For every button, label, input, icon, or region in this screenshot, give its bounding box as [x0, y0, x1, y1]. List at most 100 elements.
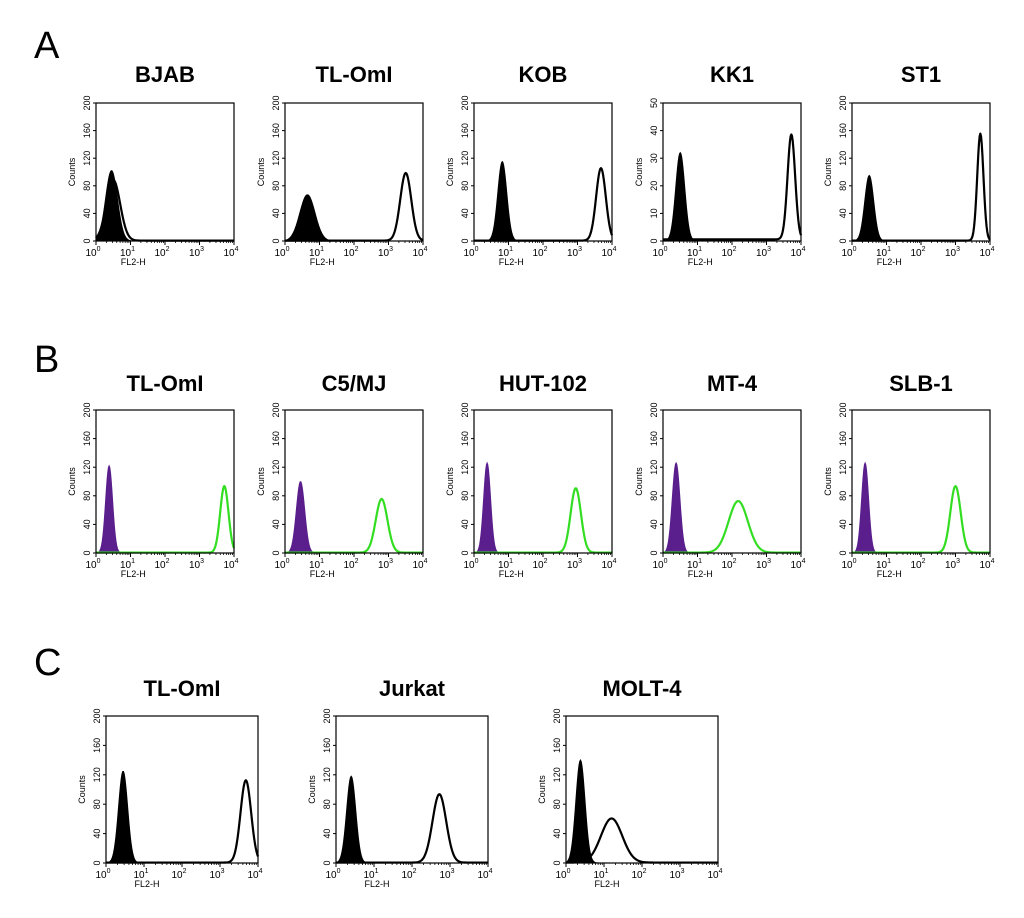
y-tick-label: 160: [838, 431, 848, 446]
y-tick-label: 0: [82, 238, 92, 243]
x-tick-label: 102: [910, 558, 925, 571]
histogram-b-4: MT-4 0 40 80 120 160 200 Counts 100 101 102 103 104 F…: [634, 371, 806, 579]
y-tick-label: 120: [271, 151, 281, 166]
y-tick-label: 120: [82, 151, 92, 166]
y-tick-label: 120: [838, 151, 848, 166]
x-tick-label: 100: [325, 868, 340, 881]
y-tick-label: 80: [92, 799, 102, 809]
y-axis-label: Counts: [67, 467, 77, 496]
histogram-a-1: BJAB 0 40 80 120 160 200 Counts 100 101 102 103 104 F…: [67, 62, 239, 267]
x-axis-label: FL2-H: [688, 569, 713, 579]
control-histogram: [335, 775, 488, 864]
x-tick-label: 104: [979, 246, 994, 259]
y-tick-label: 160: [649, 431, 659, 446]
x-axis-label: FL2-H: [877, 569, 902, 579]
x-tick-label: 101: [309, 558, 324, 571]
y-tick-label: 160: [838, 123, 848, 138]
y-tick-label: 40: [649, 126, 659, 136]
y-tick-label: 0: [271, 238, 281, 243]
y-tick-label: 160: [460, 123, 470, 138]
y-tick-label: 40: [82, 208, 92, 218]
y-tick-label: 0: [460, 238, 470, 243]
x-tick-label: 102: [343, 558, 358, 571]
plot-frame: [662, 409, 802, 554]
control-histogram: [473, 461, 612, 554]
y-tick-label: 0: [649, 550, 659, 555]
x-tick-label: 104: [247, 868, 262, 881]
y-tick-label: 80: [82, 491, 92, 501]
x-tick-label: 100: [841, 558, 856, 571]
y-tick-label: 80: [838, 491, 848, 501]
control-histogram: [851, 174, 990, 242]
y-tick-label: 80: [271, 181, 281, 191]
chart-title: ST1: [901, 62, 941, 87]
y-tick-label: 200: [460, 402, 470, 417]
chart-title: BJAB: [135, 62, 195, 87]
y-tick-label: 50: [649, 98, 659, 108]
y-axis-label: Counts: [445, 467, 455, 496]
x-tick-label: 104: [601, 558, 616, 571]
y-axis-label: Counts: [634, 157, 644, 186]
x-tick-label: 101: [876, 558, 891, 571]
x-axis-label: FL2-H: [595, 879, 620, 889]
x-tick-label: 102: [343, 246, 358, 259]
y-tick-label: 0: [322, 860, 332, 865]
y-tick-label: 40: [271, 208, 281, 218]
x-tick-label: 100: [85, 246, 100, 259]
x-tick-label: 103: [945, 558, 960, 571]
y-tick-label: 80: [82, 181, 92, 191]
x-tick-label: 101: [687, 558, 702, 571]
y-tick-label: 0: [838, 238, 848, 243]
chart-title: MT-4: [707, 371, 758, 396]
y-tick-label: 200: [322, 708, 332, 723]
x-tick-label: 103: [209, 868, 224, 881]
x-tick-label: 100: [274, 246, 289, 259]
y-tick-label: 120: [322, 767, 332, 782]
x-axis-label: FL2-H: [121, 257, 146, 267]
y-tick-label: 200: [552, 708, 562, 723]
histogram-c-3: MOLT-4 0 40 80 120 160 200 Counts 100 101 102 103 10…: [537, 676, 723, 889]
x-tick-label: 100: [652, 558, 667, 571]
x-tick-label: 100: [85, 558, 100, 571]
x-tick-label: 101: [363, 868, 378, 881]
chart-title: HUT-102: [499, 371, 587, 396]
y-tick-label: 40: [322, 829, 332, 839]
x-tick-label: 103: [567, 246, 582, 259]
y-tick-label: 120: [82, 460, 92, 475]
x-tick-label: 100: [463, 246, 478, 259]
histogram-b-3: HUT-102 0 40 80 120 160 200 Counts 100 101 102 103 1…: [445, 371, 617, 579]
x-tick-label: 101: [133, 868, 148, 881]
x-tick-label: 101: [120, 246, 135, 259]
x-tick-label: 103: [378, 558, 393, 571]
control-histogram: [95, 170, 234, 242]
y-tick-label: 200: [271, 95, 281, 110]
y-tick-label: 80: [649, 491, 659, 501]
x-axis-label: FL2-H: [877, 257, 902, 267]
x-tick-label: 103: [669, 868, 684, 881]
chart-title: TL-OmI: [127, 371, 204, 396]
y-tick-label: 40: [649, 519, 659, 529]
stain-histogram: [662, 133, 803, 241]
x-axis-label: FL2-H: [310, 257, 335, 267]
y-tick-label: 120: [649, 460, 659, 475]
panel-label-a: A: [34, 25, 60, 67]
x-axis-label: FL2-H: [121, 569, 146, 579]
y-axis-label: Counts: [67, 157, 77, 186]
x-tick-label: 100: [95, 868, 110, 881]
x-tick-label: 101: [498, 558, 513, 571]
x-tick-label: 100: [463, 558, 478, 571]
y-tick-label: 40: [838, 208, 848, 218]
y-tick-label: 200: [82, 95, 92, 110]
x-tick-label: 102: [631, 868, 646, 881]
y-tick-label: 160: [271, 431, 281, 446]
x-tick-label: 101: [498, 246, 513, 259]
y-axis-label: Counts: [634, 467, 644, 496]
y-axis-label: Counts: [256, 467, 266, 496]
x-tick-label: 104: [223, 558, 238, 571]
chart-title: Jurkat: [379, 676, 446, 701]
histogram-b-5: SLB-1 0 40 80 120 160 200 Counts 100 101 102 103 104…: [823, 371, 995, 579]
y-tick-label: 160: [271, 123, 281, 138]
y-axis-label: Counts: [823, 157, 833, 186]
x-tick-label: 101: [687, 246, 702, 259]
